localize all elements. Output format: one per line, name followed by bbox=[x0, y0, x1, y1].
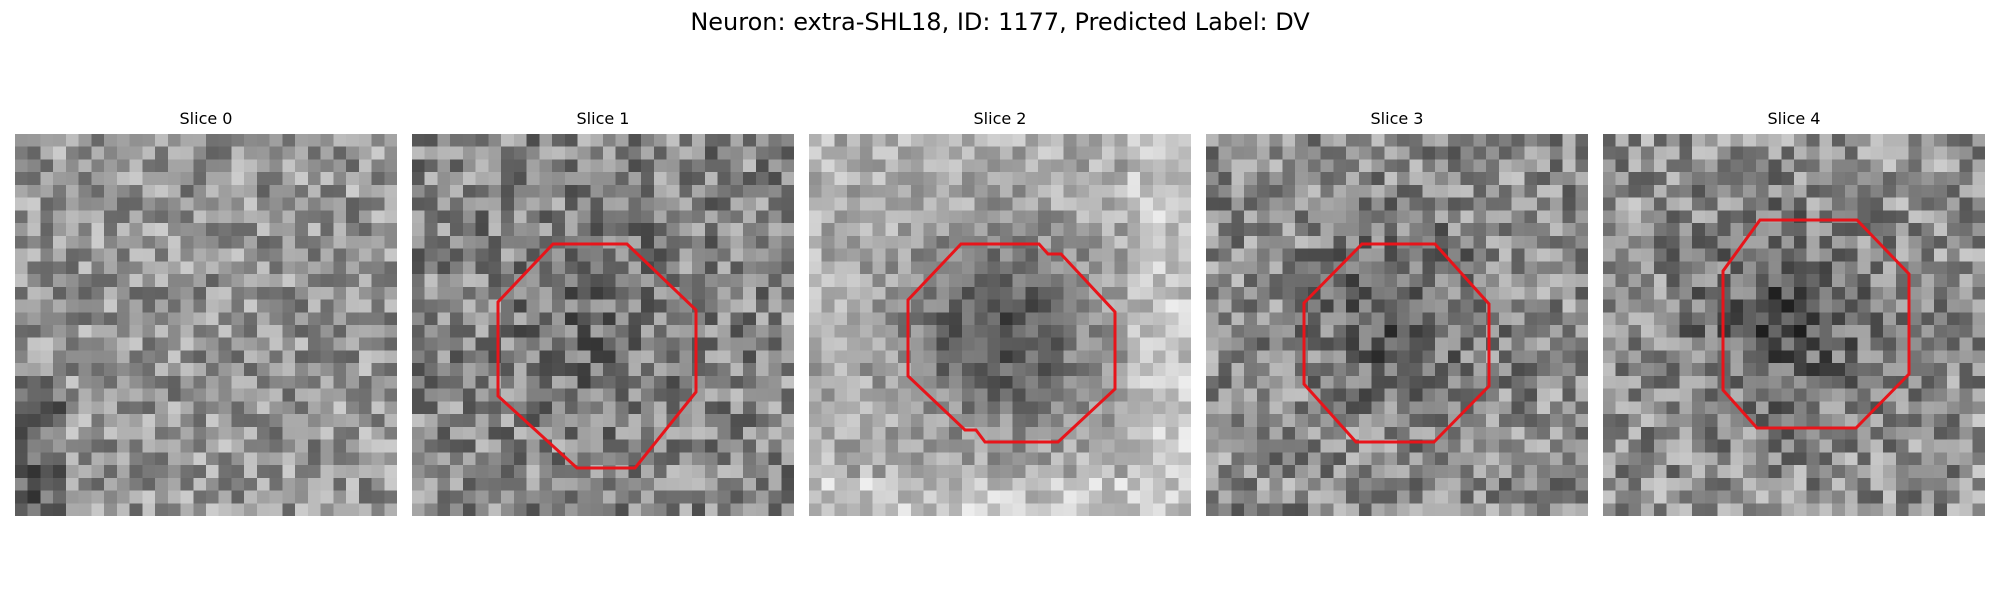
figure-title: Neuron: extra-SHL18, ID: 1177, Predicted… bbox=[690, 8, 1310, 36]
slice-image-container bbox=[809, 134, 1191, 516]
slice-image-container bbox=[15, 134, 397, 516]
roi-outline bbox=[906, 242, 1117, 444]
slice-image bbox=[1603, 134, 1985, 516]
slice-image-container bbox=[1206, 134, 1588, 516]
slice-title: Slice 3 bbox=[1370, 109, 1424, 128]
slice-image bbox=[15, 134, 397, 516]
slice-title: Slice 1 bbox=[576, 109, 630, 128]
slice-image bbox=[412, 134, 794, 516]
slice-image-container bbox=[1603, 134, 1985, 516]
slice-image-container bbox=[412, 134, 794, 516]
roi-polygon bbox=[906, 242, 1117, 444]
slice-title: Slice 2 bbox=[973, 109, 1027, 128]
roi-polygon bbox=[1721, 218, 1911, 430]
slice-title: Slice 4 bbox=[1767, 109, 1821, 128]
roi-outline bbox=[496, 242, 698, 470]
roi-outline bbox=[1302, 242, 1491, 444]
roi-polygon bbox=[496, 242, 698, 470]
slice-image bbox=[1206, 134, 1588, 516]
slice-title: Slice 0 bbox=[179, 109, 233, 128]
slice-image bbox=[809, 134, 1191, 516]
roi-polygon bbox=[1302, 242, 1491, 444]
roi-outline bbox=[1721, 218, 1911, 430]
